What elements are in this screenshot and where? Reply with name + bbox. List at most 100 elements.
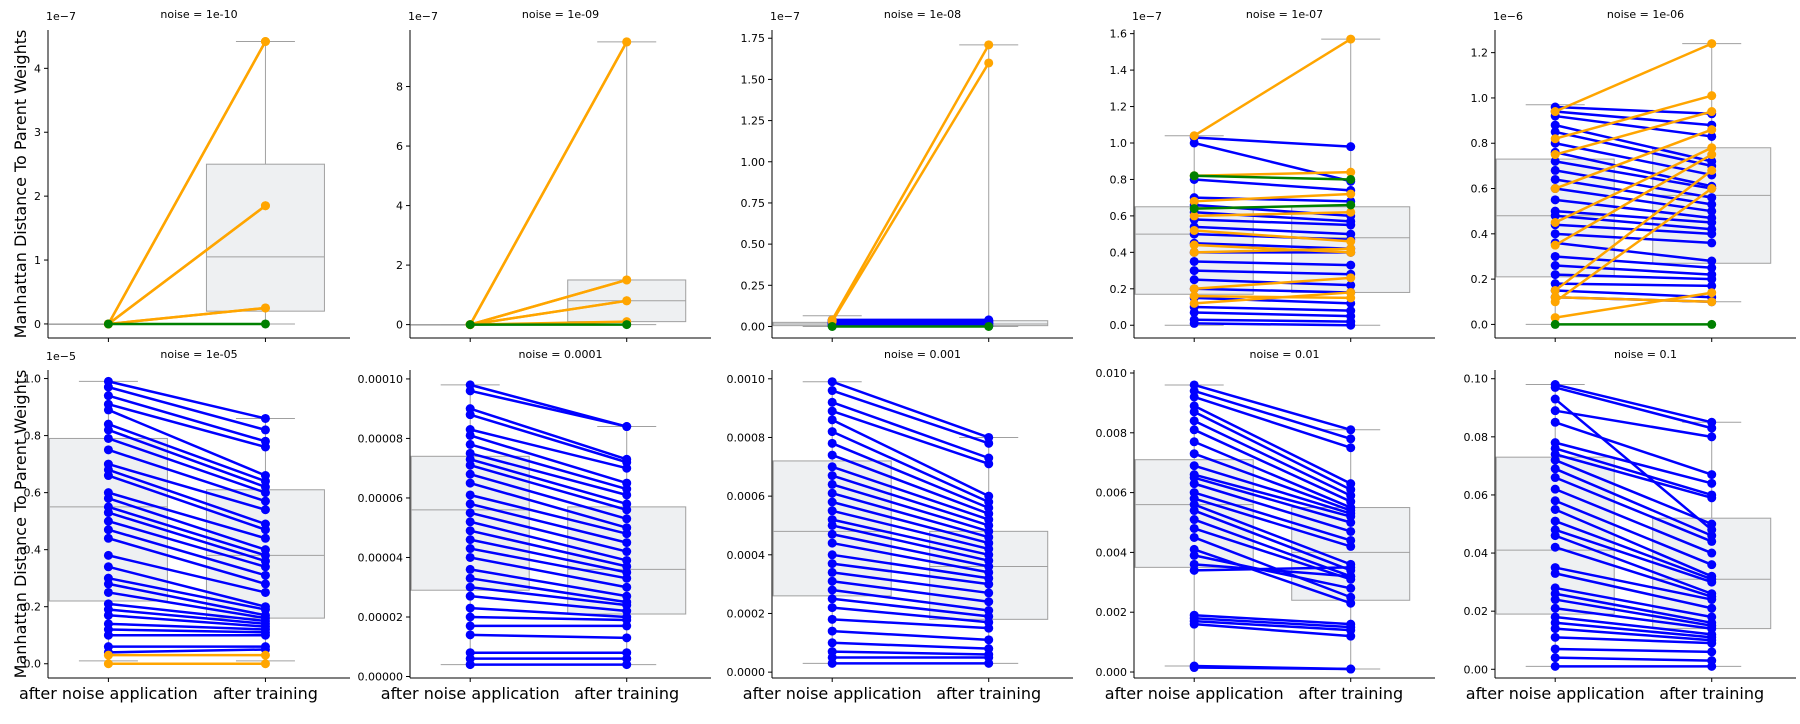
data-point xyxy=(827,377,837,387)
y-tick-label: 0.0000 xyxy=(727,666,766,679)
subplot-title: noise = 0.0001 xyxy=(519,348,603,361)
series-line xyxy=(107,474,266,531)
data-point xyxy=(1346,583,1356,593)
data-point xyxy=(622,660,632,670)
series-line xyxy=(1555,198,1712,220)
data-point xyxy=(1189,392,1199,402)
data-point xyxy=(984,315,994,325)
series-line xyxy=(1555,273,1712,281)
data-point xyxy=(103,382,113,392)
data-point xyxy=(1189,407,1199,417)
data-point xyxy=(1346,34,1356,44)
y-tick-label: 0.0 xyxy=(1110,319,1128,332)
series-line xyxy=(831,465,990,521)
data-point xyxy=(1189,416,1199,426)
data-point xyxy=(1550,174,1560,184)
data-point xyxy=(1550,644,1560,654)
series-line xyxy=(1194,566,1351,572)
data-point xyxy=(1189,307,1199,317)
series-line xyxy=(1554,508,1713,578)
y-tick-label: 0.00008 xyxy=(358,432,404,445)
subplot-9: 0.000 0.002 0.004 0.006 0.008 0.010 after nois… xyxy=(1096,348,1435,703)
data-point xyxy=(622,275,632,285)
series-line xyxy=(832,650,989,656)
data-point xyxy=(465,552,475,562)
data-point xyxy=(103,319,113,329)
data-point xyxy=(103,445,113,455)
data-point xyxy=(260,650,270,660)
data-point xyxy=(1189,565,1199,575)
data-point xyxy=(1189,266,1199,276)
data-point xyxy=(622,422,632,432)
data-point xyxy=(103,610,113,620)
series-line xyxy=(1193,497,1352,548)
series-line xyxy=(470,299,627,326)
data-point xyxy=(465,439,475,449)
data-point xyxy=(622,320,632,330)
data-point xyxy=(622,37,632,47)
data-point xyxy=(1707,470,1717,480)
y-tick-label: 0.004 xyxy=(1096,546,1128,559)
series-line xyxy=(831,509,990,551)
series-line xyxy=(1555,295,1712,304)
x-tick-label: after training xyxy=(936,684,1041,703)
series-line xyxy=(1194,616,1351,629)
series-line xyxy=(1554,128,1713,190)
data-point xyxy=(1550,394,1560,404)
data-point xyxy=(1346,526,1356,536)
data-point xyxy=(1550,156,1560,166)
series-line xyxy=(1554,110,1713,156)
y-tick-label: 0.2 xyxy=(24,601,42,614)
data-point xyxy=(827,406,837,416)
series-line xyxy=(1193,464,1352,515)
axis-offset-text: 1e−7 xyxy=(1132,10,1162,23)
series-line xyxy=(1555,255,1712,270)
data-point xyxy=(1707,288,1717,298)
y-tick-label: 1.2 xyxy=(1110,101,1128,114)
subplot-5: 0.0 0.2 0.4 0.6 0.8 1.0 1.2 noise = 1e-06 1e−6 xyxy=(1471,8,1796,342)
data-point xyxy=(465,621,475,631)
data-point xyxy=(465,591,475,601)
series-line xyxy=(1193,527,1352,581)
series-line xyxy=(1555,214,1712,231)
series-line xyxy=(108,554,266,594)
subplot-3: 0.00 0.25 0.50 0.75 1.00 1.25 1.50 1.75 noise = … xyxy=(741,8,1073,342)
data-point xyxy=(1550,270,1560,280)
data-point xyxy=(1550,624,1560,634)
data-point xyxy=(1707,193,1717,203)
y-tick-label: 4 xyxy=(396,200,403,213)
data-point xyxy=(1550,251,1560,261)
series-line xyxy=(108,628,266,634)
data-point xyxy=(1189,515,1199,525)
y-tick-label: 0.00010 xyxy=(358,373,404,386)
data-point xyxy=(1346,142,1356,152)
data-point xyxy=(260,425,270,435)
series-line xyxy=(107,423,266,483)
data-point xyxy=(1550,653,1560,663)
series-line xyxy=(1194,218,1351,227)
data-point xyxy=(1707,39,1717,49)
data-point xyxy=(1707,319,1717,329)
subplot-title: noise = 1e-07 xyxy=(1246,8,1323,21)
series-line xyxy=(108,582,266,617)
y-tick-label: 1.4 xyxy=(1110,64,1128,77)
y-tick-label: 0.00006 xyxy=(358,492,404,505)
series-line xyxy=(108,576,266,611)
data-point xyxy=(622,514,632,524)
series-line xyxy=(1554,386,1713,430)
series-line xyxy=(1554,572,1712,610)
series-line xyxy=(831,44,990,321)
y-tick-label: 0.0 xyxy=(24,658,42,671)
series-line xyxy=(469,428,628,470)
x-tick-label: after training xyxy=(1298,684,1403,703)
data-point xyxy=(465,430,475,440)
x-tick-label: after noise application xyxy=(1105,684,1284,703)
series-line xyxy=(470,606,627,619)
series-line xyxy=(1554,458,1713,526)
series-line xyxy=(831,442,990,510)
y-tick-label: 1.2 xyxy=(1471,47,1489,60)
axis-offset-text: 1e−6 xyxy=(1493,10,1523,23)
series-line xyxy=(831,491,990,539)
data-point xyxy=(1707,238,1717,248)
